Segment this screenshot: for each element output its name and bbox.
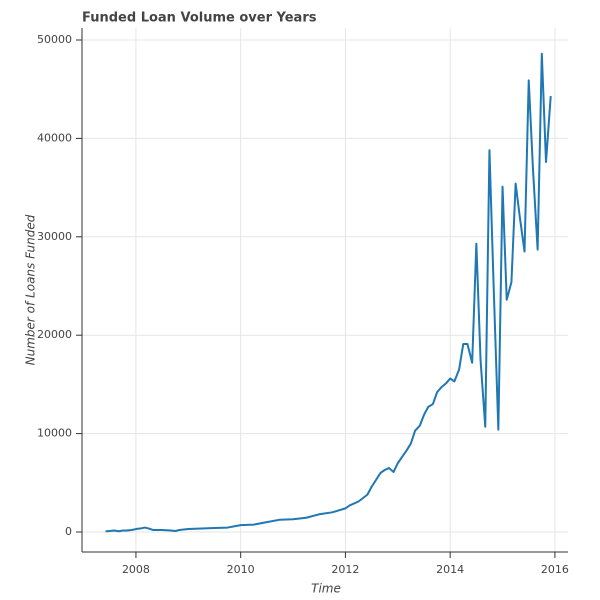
y-tick-label: 50000 [37, 33, 72, 46]
y-tick-label: 30000 [37, 230, 72, 243]
x-tick-label: 2016 [541, 563, 569, 576]
x-tick-label: 2010 [227, 563, 255, 576]
x-tick-label: 2008 [122, 563, 150, 576]
y-tick-label: 0 [65, 525, 72, 538]
y-tick-label: 10000 [37, 427, 72, 440]
x-tick-label: 2014 [436, 563, 464, 576]
y-axis-label: Number of Loans Funded [24, 214, 38, 365]
data-line [105, 52, 552, 533]
x-tick-label: 2012 [331, 563, 359, 576]
x-axis-label: Time [311, 582, 341, 596]
y-tick-label: 40000 [37, 131, 72, 144]
chart-title: Funded Loan Volume over Years [82, 11, 317, 26]
y-tick-label: 20000 [37, 328, 72, 341]
